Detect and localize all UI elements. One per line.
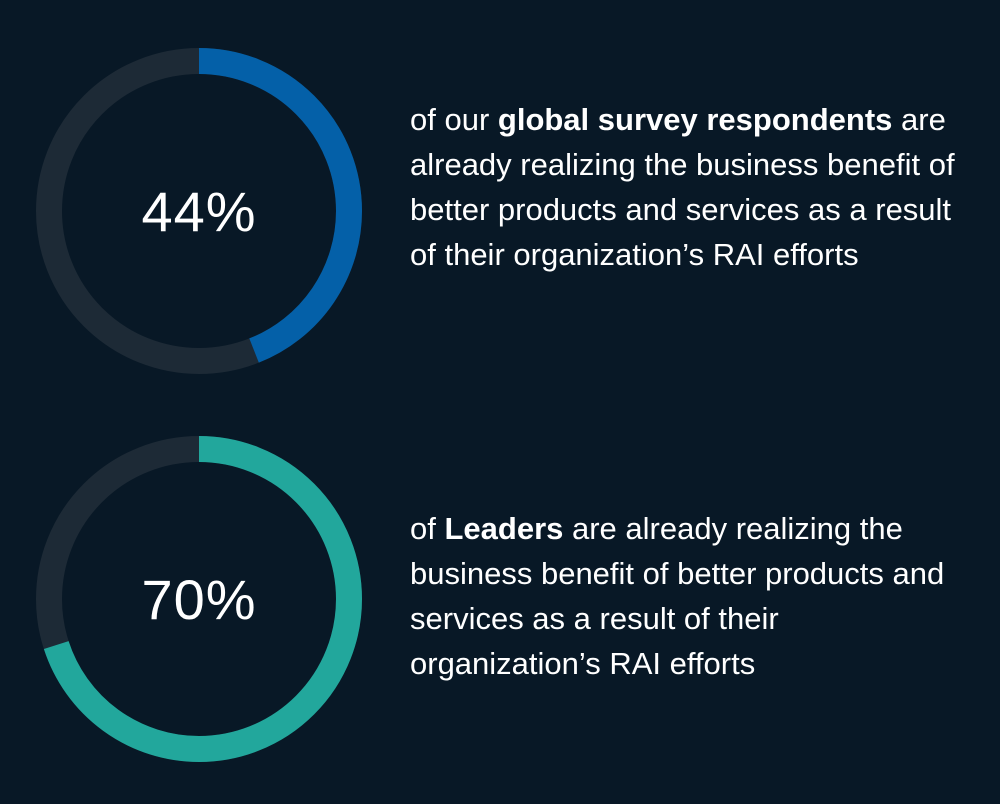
donut-chart: 44% [36, 48, 362, 374]
donut-value-arc [36, 436, 362, 762]
caption-text-end: are already realizing the business benef… [410, 511, 945, 681]
stat-block-survey-respondents: 44% of our global survey respondents are… [0, 0, 1000, 400]
percent-value: 70% [141, 567, 257, 631]
stat-caption: of our global survey respondents are alr… [410, 97, 970, 277]
caption-text-start: of [410, 511, 445, 546]
percent-value: 44% [141, 179, 257, 243]
caption-text-start: of our [410, 102, 498, 137]
donut-svg [36, 48, 362, 374]
caption-highlight: Leaders [444, 511, 564, 546]
donut-chart: 70% [36, 436, 362, 762]
donut-svg [36, 436, 362, 762]
stat-caption: of Leaders are already realizing the bus… [410, 506, 970, 686]
caption-highlight: global survey respondents [497, 102, 893, 137]
donut-value-arc [36, 48, 362, 374]
caption-text-end: are already realizing the business benef… [410, 102, 955, 272]
stat-block-leaders: 70% of Leaders are already realizing the… [0, 388, 1000, 788]
